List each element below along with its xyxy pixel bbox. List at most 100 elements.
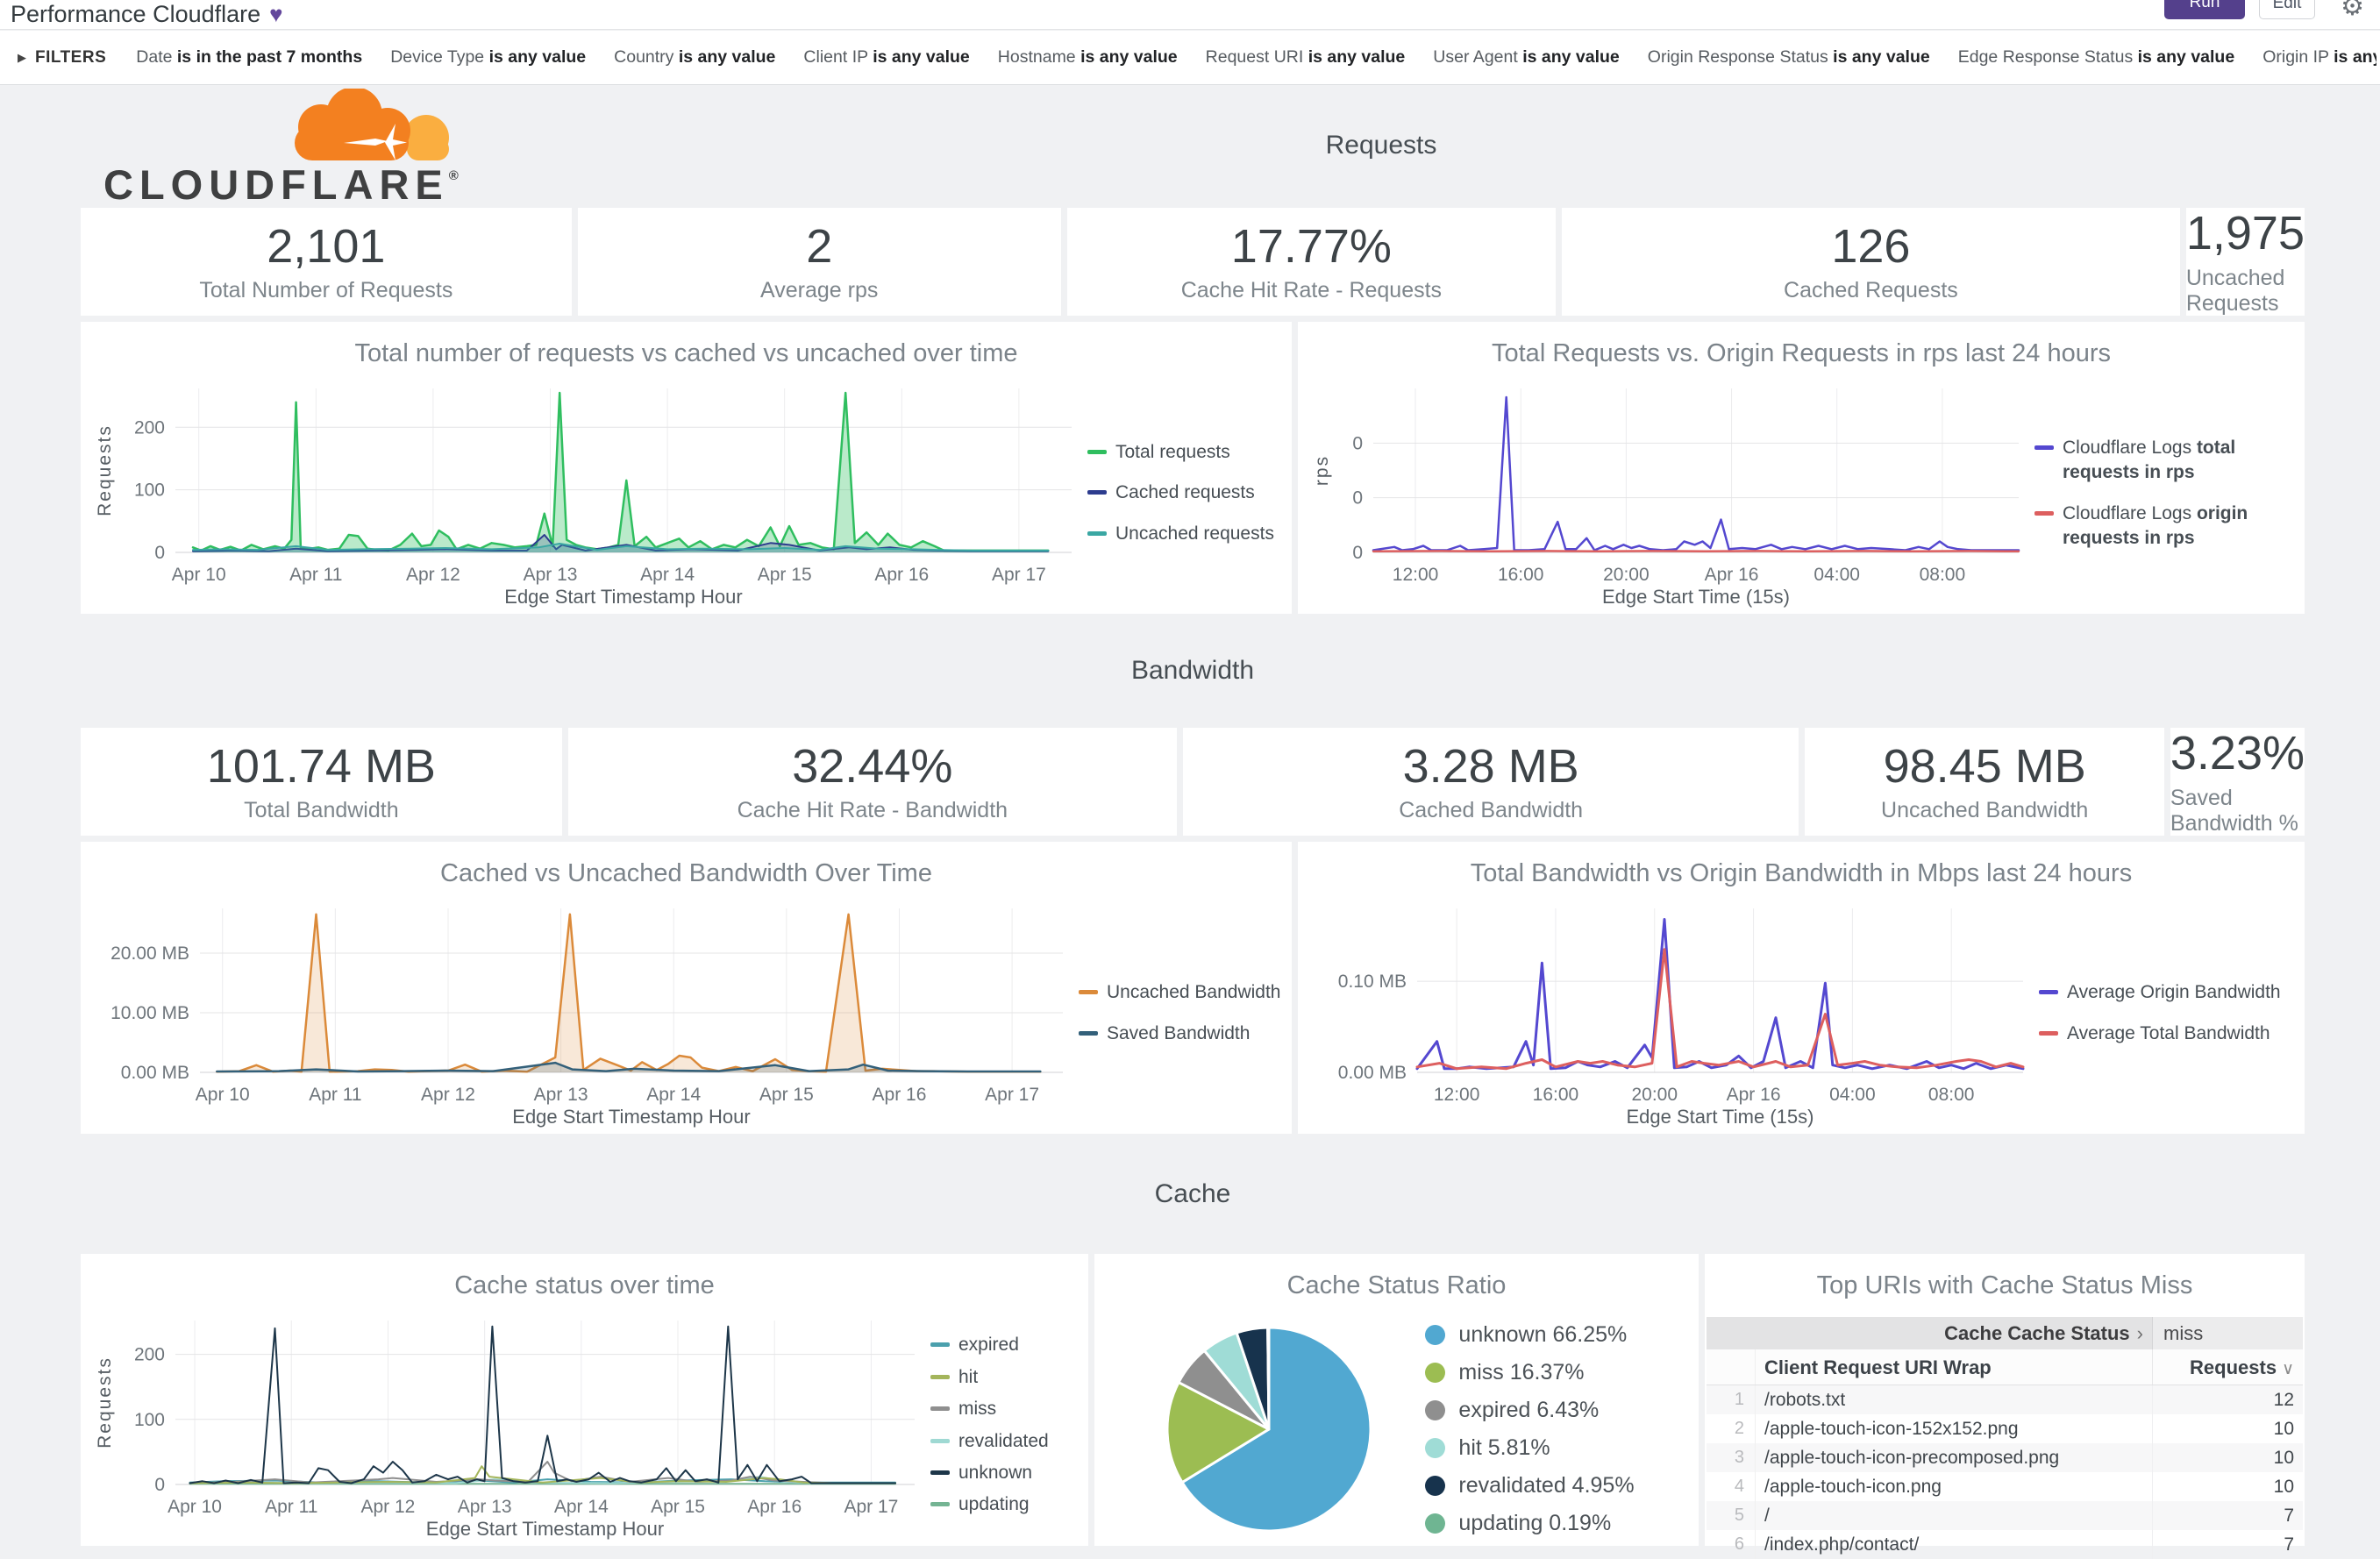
- stat-tile[interactable]: 98.45 MB Uncached Bandwidth: [1805, 728, 2163, 836]
- pie-legend-item[interactable]: hit 5.81%: [1425, 1435, 1634, 1461]
- edit-button[interactable]: Edit: [2259, 0, 2315, 19]
- table-pivot-band: Cache Cache Status› miss: [1707, 1317, 2303, 1349]
- svg-text:Apr 16: Apr 16: [1727, 1085, 1781, 1105]
- table-column-headers: Client Request URI Wrap Requests∨: [1707, 1349, 2303, 1385]
- filters-toggle-icon[interactable]: ▶: [18, 51, 26, 65]
- table-row[interactable]: 2 /apple-touch-icon-152x152.png 10: [1707, 1414, 2303, 1443]
- legend-item[interactable]: Uncached requests: [1087, 522, 1281, 546]
- stat-tile[interactable]: 17.77% Cache Hit Rate - Requests: [1067, 208, 1556, 316]
- stat-tile[interactable]: 32.44% Cache Hit Rate - Bandwidth: [568, 728, 1177, 836]
- pie-legend-item[interactable]: revalidated 4.95%: [1425, 1473, 1634, 1498]
- table-row[interactable]: 6 /index.php/contact/ 7: [1707, 1530, 2303, 1559]
- stat-tile[interactable]: 3.28 MB Cached Bandwidth: [1183, 728, 1799, 836]
- pie-slice-updating[interactable]: [1268, 1328, 1269, 1429]
- row-requests: 10: [2152, 1443, 2303, 1472]
- table-row[interactable]: 4 /apple-touch-icon.png 10: [1707, 1472, 2303, 1501]
- row-uri[interactable]: /: [1756, 1501, 2152, 1530]
- svg-text:16:00: 16:00: [1498, 565, 1544, 585]
- chart-title: Cache status over time: [81, 1271, 1088, 1300]
- column-header-requests[interactable]: Requests∨: [2152, 1349, 2303, 1385]
- svg-text:Apr 12: Apr 12: [406, 565, 460, 585]
- filter-item[interactable]: Date is in the past 7 months: [136, 47, 362, 68]
- legend-item[interactable]: Saved Bandwidth: [1079, 1022, 1281, 1046]
- legend-item[interactable]: Cloudflare Logs total requests in rps: [2034, 436, 2294, 486]
- pie-legend-item[interactable]: unknown 66.25%: [1425, 1322, 1634, 1348]
- legend-swatch: [2034, 511, 2054, 516]
- legend-item[interactable]: unknown: [930, 1461, 1078, 1485]
- table-title: Top URIs with Cache Status Miss: [1705, 1271, 2305, 1300]
- filter-item[interactable]: Origin Response Status is any value: [1648, 47, 1930, 68]
- legend-label: updating: [958, 1492, 1030, 1517]
- stat-tile[interactable]: 126 Cached Requests: [1562, 208, 2180, 316]
- requests-stat-tiles: 2,101 Total Number of Requests 2 Average…: [81, 208, 2305, 316]
- svg-text:Apr 15: Apr 15: [651, 1497, 705, 1517]
- legend-item[interactable]: Cached requests: [1087, 481, 1281, 505]
- filter-item[interactable]: Device Type is any value: [390, 47, 586, 68]
- filter-item[interactable]: Hostname is any value: [998, 47, 1178, 68]
- legend-item[interactable]: Average Total Bandwidth: [2039, 1022, 2294, 1046]
- svg-text:Apr 16: Apr 16: [1705, 565, 1759, 585]
- svg-text:Apr 14: Apr 14: [646, 1085, 701, 1105]
- legend-item[interactable]: Total requests: [1087, 440, 1281, 465]
- pivot-label[interactable]: Cache Cache Status›: [1707, 1317, 2152, 1349]
- pie-legend-item[interactable]: expired 6.43%: [1425, 1398, 1634, 1423]
- pie-legend-dot: [1425, 1363, 1445, 1383]
- legend-item[interactable]: Cloudflare Logs origin requests in rps: [2034, 502, 2294, 552]
- stat-value: 1,975: [2186, 207, 2305, 260]
- stat-tile[interactable]: 2 Average rps: [578, 208, 1061, 316]
- row-uri[interactable]: /apple-touch-icon.png: [1756, 1472, 2152, 1501]
- pie-legend-item[interactable]: miss 16.37%: [1425, 1360, 1634, 1385]
- svg-text:Edge Start Timestamp Hour: Edge Start Timestamp Hour: [504, 586, 742, 608]
- legend-item[interactable]: Uncached Bandwidth: [1079, 980, 1281, 1005]
- filter-item[interactable]: Client IP is any value: [803, 47, 969, 68]
- legend-item[interactable]: Average Origin Bandwidth: [2039, 980, 2294, 1005]
- row-requests: 7: [2152, 1530, 2303, 1559]
- gear-icon[interactable]: ⚙: [2341, 0, 2364, 22]
- legend-item[interactable]: hit: [930, 1365, 1078, 1390]
- filter-item[interactable]: Request URI is any value: [1206, 47, 1406, 68]
- column-header-uri[interactable]: Client Request URI Wrap: [1756, 1349, 2152, 1385]
- legend-swatch: [2039, 1031, 2058, 1036]
- stat-tile[interactable]: 101.74 MB Total Bandwidth: [81, 728, 562, 836]
- legend-item[interactable]: miss: [930, 1397, 1078, 1421]
- pie-legend-item[interactable]: updating 0.19%: [1425, 1511, 1634, 1536]
- stat-tile[interactable]: 1,975 Uncached Requests: [2186, 208, 2305, 316]
- stat-label: Uncached Bandwidth: [1881, 798, 2088, 823]
- pie-chart[interactable]: [1158, 1319, 1379, 1540]
- table-row[interactable]: 1 /robots.txt 12: [1707, 1385, 2303, 1414]
- row-uri[interactable]: /apple-touch-icon-precomposed.png: [1756, 1443, 2152, 1472]
- chart-title: Total Requests vs. Origin Requests in rp…: [1298, 339, 2305, 368]
- stat-tile[interactable]: 2,101 Total Number of Requests: [81, 208, 572, 316]
- filter-item[interactable]: User Agent is any value: [1433, 47, 1619, 68]
- row-uri[interactable]: /index.php/contact/: [1756, 1530, 2152, 1559]
- stat-tile[interactable]: 3.23% Saved Bandwidth %: [2170, 728, 2305, 836]
- cloudflare-cloud-icon: [275, 89, 461, 162]
- legend-swatch: [1079, 1031, 1098, 1036]
- row-uri[interactable]: /apple-touch-icon-152x152.png: [1756, 1414, 2152, 1443]
- filter-item[interactable]: Country is any value: [614, 47, 775, 68]
- legend-item[interactable]: updating: [930, 1492, 1078, 1517]
- filters-label[interactable]: FILTERS: [35, 48, 106, 68]
- legend-swatch: [930, 1470, 950, 1475]
- row-uri[interactable]: /robots.txt: [1756, 1385, 2152, 1414]
- top-bar: Performance Cloudflare♥ Run Edit ⚙: [0, 0, 2380, 30]
- svg-text:04:00: 04:00: [1829, 1085, 1876, 1105]
- legend-label: Cloudflare Logs origin requests in rps: [2063, 502, 2294, 552]
- svg-text:Apr 17: Apr 17: [844, 1497, 898, 1517]
- legend-item[interactable]: revalidated: [930, 1429, 1078, 1454]
- filter-item[interactable]: Edge Response Status is any value: [1958, 47, 2234, 68]
- svg-text:200: 200: [134, 417, 165, 438]
- heart-icon: ♥: [269, 1, 282, 27]
- filter-item[interactable]: Origin IP is any value: [2262, 47, 2376, 68]
- svg-text:Apr 12: Apr 12: [360, 1497, 415, 1517]
- run-button[interactable]: Run: [2164, 0, 2245, 19]
- legend-item[interactable]: expired: [930, 1333, 1078, 1357]
- dashboard-title: Performance Cloudflare♥: [11, 0, 283, 29]
- table-row[interactable]: 3 /apple-touch-icon-precomposed.png 10: [1707, 1443, 2303, 1472]
- table-row[interactable]: 5 / 7: [1707, 1501, 2303, 1530]
